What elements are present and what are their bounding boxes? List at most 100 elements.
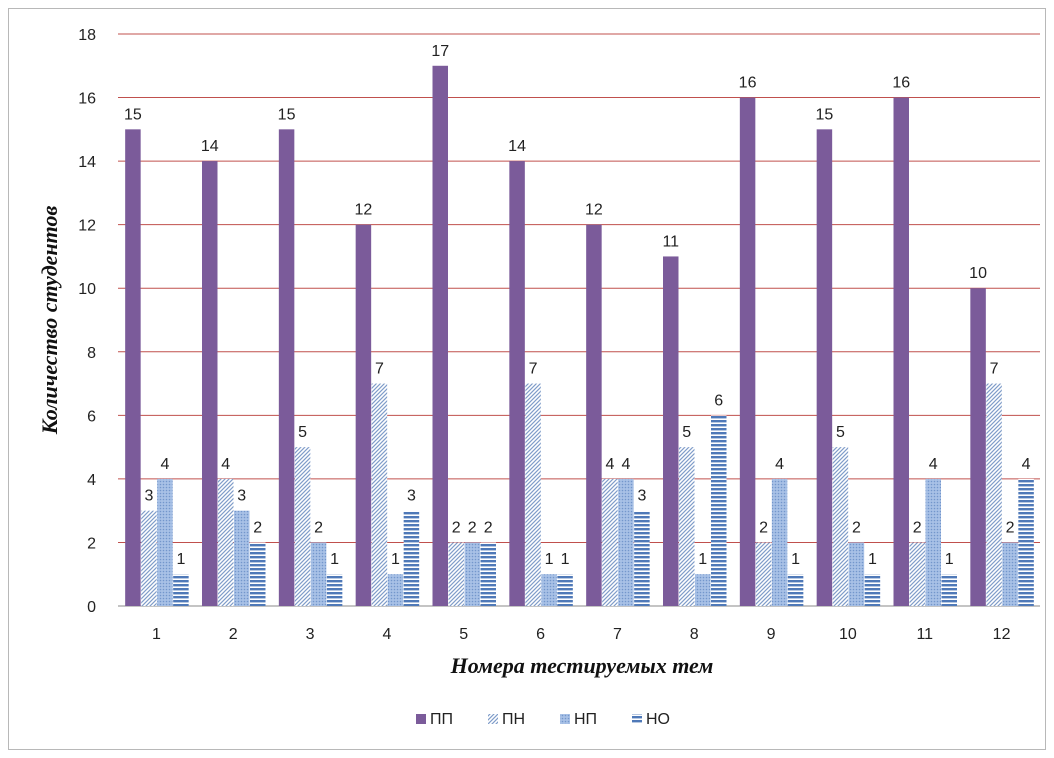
- data-label: 2: [314, 519, 323, 536]
- data-label: 1: [545, 551, 554, 568]
- legend-swatch-НП: [560, 714, 570, 724]
- y-axis-ticks: 0 2 4 6 8 10 12 14 16 18: [78, 27, 96, 616]
- data-label: 4: [621, 456, 630, 473]
- x-tick-label: 2: [229, 626, 238, 643]
- data-label: 17: [431, 43, 449, 60]
- bar-ПН-3: [294, 447, 311, 606]
- data-label: 7: [529, 361, 538, 378]
- x-tick-label: 7: [613, 626, 622, 643]
- data-label: 1: [698, 551, 707, 568]
- legend-label: ПН: [502, 711, 525, 728]
- bar-ПН-2: [218, 478, 234, 606]
- data-label: 1: [945, 551, 954, 568]
- bar-ПН-9: [755, 542, 772, 606]
- data-label: 5: [836, 424, 845, 441]
- bar-НП-4: [387, 574, 404, 606]
- data-label: 12: [355, 202, 373, 219]
- bar-ПП-3: [278, 129, 295, 607]
- data-label: 1: [791, 551, 800, 568]
- y-axis-title: Количество студентов: [37, 206, 62, 436]
- y-tick-label: 4: [87, 472, 96, 489]
- bar-ПП-9: [739, 97, 756, 607]
- data-label: 5: [682, 424, 691, 441]
- data-label: 4: [605, 456, 614, 473]
- bar-ПП-1: [125, 129, 141, 607]
- data-label: 3: [407, 488, 416, 505]
- data-label: 1: [176, 551, 185, 568]
- x-axis-title: Номера тестируемых тем: [450, 653, 714, 678]
- y-tick-label: 14: [78, 154, 96, 171]
- bar-ПП-8: [663, 256, 679, 606]
- bar-НП-2: [234, 510, 250, 606]
- bar-ПН-12: [986, 383, 1002, 606]
- bar-ПН-6: [525, 383, 541, 606]
- bar-ПП-6: [509, 161, 525, 606]
- data-label: 10: [969, 265, 987, 282]
- x-tick-label: 1: [152, 626, 161, 643]
- data-label: 1: [330, 551, 339, 568]
- bar-НП-3: [310, 542, 327, 606]
- bar-ПП-10: [816, 129, 833, 607]
- x-tick-label: 5: [459, 626, 468, 643]
- bar-ПП-12: [970, 288, 986, 606]
- bar-НО-7: [634, 510, 650, 606]
- y-tick-label: 10: [78, 281, 96, 298]
- legend: ПП ПН НП НО: [416, 711, 670, 728]
- data-label: 4: [929, 456, 938, 473]
- bar-НП-7: [618, 478, 634, 606]
- data-label: 4: [775, 456, 784, 473]
- y-tick-label: 18: [78, 27, 96, 44]
- data-label: 3: [237, 488, 246, 505]
- legend-swatch-ПП: [416, 714, 426, 724]
- bar-НО-1: [173, 574, 189, 606]
- data-label: 2: [759, 519, 768, 536]
- data-label: 7: [375, 361, 384, 378]
- bar-НО-3: [326, 574, 343, 606]
- data-label: 2: [1006, 519, 1015, 536]
- data-label: 15: [816, 106, 834, 123]
- bar-ПП-11: [893, 97, 909, 607]
- gridlines: [118, 33, 1040, 607]
- data-label: 1: [868, 551, 877, 568]
- bar-НО-2: [250, 542, 266, 606]
- legend-swatch-НО: [632, 714, 642, 724]
- x-axis-ticks: 1 2 3 4 5 6 7 8 9 10 11 12: [152, 626, 1011, 643]
- bar-НО-5: [480, 542, 496, 606]
- y-tick-label: 12: [78, 218, 96, 235]
- chart-frame: [8, 8, 1046, 750]
- y-tick-label: 8: [87, 345, 96, 362]
- y-tick-label: 0: [87, 599, 96, 616]
- bars: [125, 65, 1034, 607]
- x-tick-label: 6: [536, 626, 545, 643]
- data-label: 2: [852, 519, 861, 536]
- data-label: 15: [124, 106, 142, 123]
- data-label: 4: [1022, 456, 1031, 473]
- bar-ПН-11: [909, 542, 925, 606]
- legend-label: НП: [574, 711, 597, 728]
- data-label: 15: [278, 106, 296, 123]
- bar-НО-4: [403, 510, 420, 606]
- bar-НП-1: [157, 478, 173, 606]
- bar-НП-11: [925, 478, 941, 606]
- bar-ПН-4: [371, 383, 388, 606]
- data-label: 7: [990, 361, 999, 378]
- bar-НО-9: [787, 574, 804, 606]
- bar-ПП-4: [355, 224, 372, 606]
- data-label: 4: [221, 456, 230, 473]
- bar-НО-10: [864, 574, 881, 606]
- data-label: 14: [201, 138, 219, 155]
- bar-ПН-5: [448, 542, 464, 606]
- bar-НП-12: [1002, 542, 1018, 606]
- bar-ПН-1: [141, 510, 157, 606]
- data-label: 16: [739, 75, 757, 92]
- data-label: 2: [484, 519, 493, 536]
- bar-НО-12: [1018, 478, 1034, 606]
- data-label: 3: [637, 488, 646, 505]
- bar-НП-8: [695, 574, 711, 606]
- bar-НО-6: [557, 574, 573, 606]
- x-tick-label: 3: [306, 626, 315, 643]
- x-tick-label: 11: [916, 626, 933, 643]
- data-label: 5: [298, 424, 307, 441]
- bar-ПП-5: [432, 65, 448, 607]
